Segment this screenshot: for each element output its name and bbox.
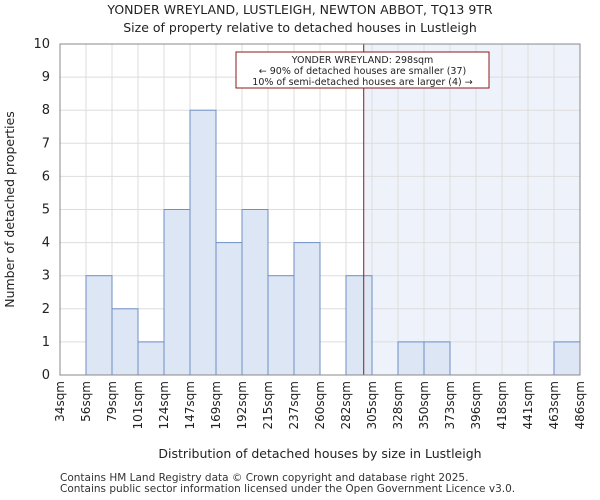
histogram-bar — [163, 209, 191, 376]
annotation-box: YONDER WREYLAND: 298sqm ← 90% of detache… — [235, 51, 490, 89]
x-tick-label: 418sqm — [495, 381, 509, 429]
histogram-bar — [137, 341, 165, 376]
histogram-bar — [267, 275, 295, 376]
x-tick-label: 192sqm — [235, 381, 249, 429]
y-tick-label: 9 — [42, 70, 50, 85]
x-tick-label: 396sqm — [469, 381, 483, 429]
x-tick-label: 328sqm — [391, 381, 405, 429]
x-tick-label: 305sqm — [365, 381, 379, 429]
histogram-bar — [423, 341, 451, 376]
histogram-bar — [215, 242, 243, 376]
x-tick-label: 486sqm — [573, 381, 587, 429]
plot-frame — [59, 43, 581, 376]
y-tick-label: 5 — [42, 203, 50, 218]
y-tick-label: 3 — [42, 269, 50, 284]
annotation-larger: 10% of semi-detached houses are larger (… — [252, 77, 472, 88]
x-tick-label: 124sqm — [157, 381, 171, 429]
histogram-bar — [345, 275, 373, 376]
histogram-bar — [85, 275, 113, 376]
chart-title: YONDER WREYLAND, LUSTLEIGH, NEWTON ABBOT… — [107, 2, 493, 17]
y-tick-label: 2 — [42, 302, 50, 317]
y-tick-label: 1 — [42, 335, 50, 350]
histogram-bars — [85, 109, 581, 376]
x-tick-label: 441sqm — [521, 381, 535, 429]
x-tick-label: 169sqm — [209, 381, 223, 429]
y-axis-ticks: 0 1 2 3 4 5 6 7 8 9 10 — [33, 37, 50, 383]
x-tick-label: 260sqm — [313, 381, 327, 429]
x-axis-label: Distribution of detached houses by size … — [158, 446, 481, 461]
x-tick-label: 34sqm — [53, 381, 67, 422]
y-axis-label: Number of detached properties — [2, 111, 17, 308]
x-tick-label: 215sqm — [261, 381, 275, 429]
histogram-bar — [293, 242, 321, 376]
y-tick-label: 7 — [42, 136, 50, 151]
chart-subtitle: Size of property relative to detached ho… — [123, 20, 477, 35]
x-tick-label: 56sqm — [79, 381, 93, 422]
y-tick-label: 10 — [33, 37, 50, 52]
y-tick-label: 4 — [42, 236, 50, 251]
histogram-bar — [189, 109, 217, 376]
y-tick-label: 0 — [42, 368, 50, 383]
chart-area: 0 1 2 3 4 5 6 7 8 9 10 34sqm 56sqm 79sqm 101sqm 124sqm… — [2, 37, 587, 461]
x-tick-label: 282sqm — [339, 381, 353, 429]
annotation-smaller: ← 90% of detached houses are smaller (37… — [259, 66, 466, 77]
histogram-bar — [553, 341, 581, 376]
x-tick-label: 147sqm — [183, 381, 197, 429]
histogram-bar — [241, 209, 269, 376]
histogram-bar — [111, 308, 139, 376]
x-axis-ticks: 34sqm 56sqm 79sqm 101sqm 124sqm 147sqm 169sqm 1… — [53, 381, 587, 429]
x-tick-label: 79sqm — [105, 381, 119, 422]
x-tick-label: 350sqm — [417, 381, 431, 429]
histogram-bar — [397, 341, 425, 376]
x-tick-label: 373sqm — [443, 381, 457, 429]
x-tick-label: 101sqm — [131, 381, 145, 429]
y-tick-label: 8 — [42, 103, 50, 118]
x-tick-label: 463sqm — [547, 381, 561, 429]
footer-line-2: Contains public sector information licen… — [60, 483, 516, 495]
footer-line-1: Contains HM Land Registry data © Crown c… — [60, 472, 469, 484]
x-tick-label: 237sqm — [287, 381, 301, 429]
y-tick-label: 6 — [42, 169, 50, 184]
annotation-title: YONDER WREYLAND: 298sqm — [291, 55, 434, 66]
annotation-frame — [235, 51, 490, 89]
